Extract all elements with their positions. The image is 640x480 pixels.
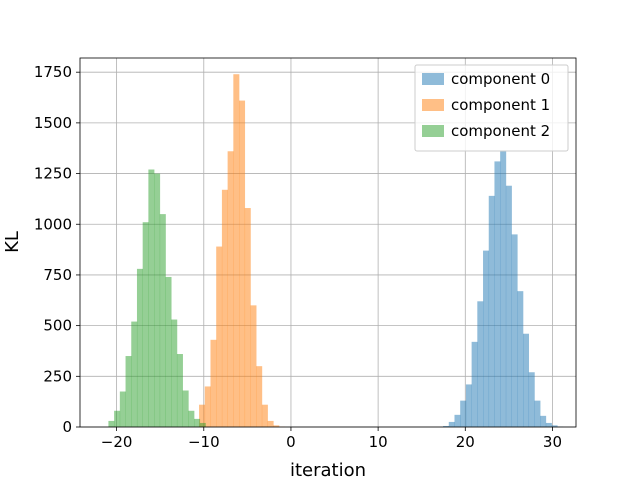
y-axis-label: KL [2, 231, 23, 253]
legend-label: component 1 [451, 96, 550, 114]
histogram-bar [233, 74, 240, 427]
histogram-bar [511, 234, 518, 427]
histogram-bar [505, 185, 512, 427]
histogram-bar [528, 372, 535, 427]
histogram-bar [256, 366, 263, 427]
histogram-bar [545, 422, 552, 427]
histogram-bar [250, 305, 257, 427]
y-tick-label: 1500 [34, 114, 72, 132]
histogram-bar [517, 291, 524, 427]
histogram-bar [182, 390, 189, 427]
legend: component 0 component 1 component 2 [414, 64, 569, 152]
histogram-bar [136, 268, 143, 427]
legend-box [414, 64, 569, 152]
legend-label: component 0 [451, 70, 550, 88]
histogram-bar [523, 333, 530, 427]
histogram-bar [114, 410, 121, 427]
x-tick-label: 10 [369, 433, 388, 451]
histogram-bar [142, 222, 149, 427]
x-axis-label: iteration [290, 460, 366, 480]
x-tick-label: −20 [101, 433, 133, 451]
histogram-bar [465, 384, 472, 427]
histogram-bar [227, 151, 234, 427]
histogram-bar [477, 301, 484, 427]
histogram-bar [171, 319, 178, 427]
series-1-bars [199, 74, 286, 428]
histogram-bar [261, 404, 268, 427]
histogram-bar [483, 250, 490, 427]
histogram-bar [125, 356, 132, 427]
histogram-bar [221, 189, 228, 427]
series-2-bars [108, 169, 206, 427]
histogram-bar [244, 208, 251, 427]
plot-frame [79, 57, 577, 428]
x-tick-label: 20 [456, 433, 475, 451]
histogram-bar [154, 173, 161, 427]
histogram-bar [494, 161, 501, 427]
axis-ticks: −20 −10 0 10 20 30 0 250 500 750 1000 1250 1500 1750 [34, 63, 562, 451]
histogram-bar [159, 214, 166, 427]
y-tick-label: 750 [43, 266, 72, 284]
series-0-bars [443, 151, 564, 427]
histogram-bar [471, 341, 478, 427]
histogram-bar [194, 418, 201, 427]
histogram-bar [119, 391, 126, 427]
y-tick-label: 1750 [34, 63, 72, 81]
histogram-bar [460, 400, 467, 427]
histogram-bar [210, 339, 217, 427]
x-tick-label: 0 [286, 433, 296, 451]
histogram-bar [448, 421, 455, 427]
histogram-bar [148, 169, 155, 427]
histogram-bar [540, 415, 547, 427]
x-tick-label: −10 [188, 433, 220, 451]
histogram-bar [188, 410, 195, 427]
histogram-bar [165, 276, 172, 427]
histogram-bar [216, 246, 223, 427]
histogram-bars [108, 74, 564, 428]
histogram-bar [551, 425, 558, 427]
histogram-bar [131, 321, 138, 427]
y-tick-label: 1250 [34, 165, 72, 183]
histogram-bar [199, 422, 206, 427]
legend-swatch [422, 73, 444, 85]
legend-label: component 2 [451, 122, 550, 140]
histogram-bar [273, 425, 280, 427]
y-tick-label: 0 [62, 418, 72, 436]
histogram-bar [239, 100, 246, 428]
histogram-bar [267, 420, 274, 427]
histogram-bar [108, 420, 115, 427]
histogram-bar [488, 195, 495, 427]
histogram-bar [500, 151, 507, 427]
histogram-bar [454, 414, 461, 427]
histogram-bar [176, 354, 183, 427]
y-tick-label: 1000 [34, 215, 72, 233]
x-tick-label: 30 [543, 433, 562, 451]
legend-swatch [422, 99, 444, 111]
histogram-bar [204, 386, 211, 427]
y-tick-label: 500 [43, 317, 72, 335]
histogram-bar [534, 400, 541, 427]
histogram-bar [443, 425, 450, 427]
histogram-bar [199, 404, 206, 427]
legend-swatch [422, 125, 444, 137]
y-tick-label: 250 [43, 367, 72, 385]
